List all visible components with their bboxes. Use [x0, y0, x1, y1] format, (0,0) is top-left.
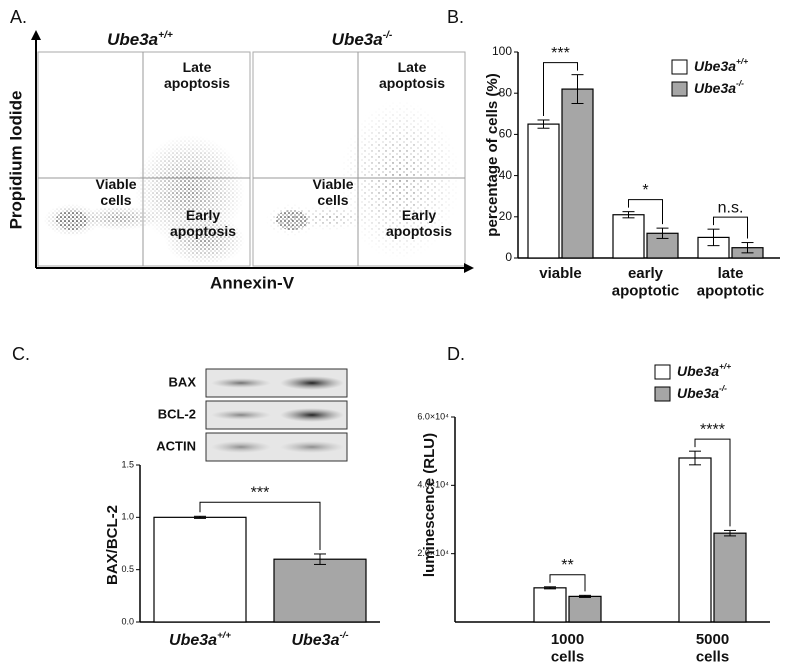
y-axis-label: BAX/BCL-2 — [104, 505, 121, 585]
x-axis-label: Annexin-V — [210, 273, 295, 292]
blot-label: BCL-2 — [158, 406, 196, 421]
blot-band — [211, 410, 271, 420]
bar — [533, 587, 567, 623]
plot-title: Ube3a+/+ — [107, 30, 173, 49]
x-tick-label: Ube3a+/+ — [169, 630, 231, 649]
blot-band — [211, 378, 271, 388]
legend-swatch — [671, 81, 688, 97]
blot: BAX BCL-2 ACTIN — [156, 368, 348, 462]
significance-bracket — [199, 501, 321, 550]
y-tick-label: 40 — [499, 168, 513, 182]
quadrant-label: Early apoptosis — [170, 207, 236, 239]
x-tick-label: early apoptotic — [612, 265, 680, 299]
bar — [561, 88, 594, 259]
y-tick-label: 1.0 — [121, 512, 134, 522]
y-axis-label: luminescence (RLU) — [421, 433, 438, 577]
y-tick-label: 0 — [505, 250, 512, 264]
legend-swatch — [654, 364, 671, 380]
blot-band — [280, 408, 344, 422]
quadrant-label: Early apoptosis — [386, 207, 452, 239]
blot-label: BAX — [169, 374, 197, 389]
x-tick-label: 1000 cells — [551, 631, 584, 662]
y-tick-label: 2.0×10⁴ — [417, 548, 449, 558]
y-axis-label: Propidium Iodide — [6, 91, 25, 230]
quadrant-label: Late apoptosis — [379, 59, 445, 91]
event-density — [253, 52, 465, 266]
error-bar — [579, 594, 591, 598]
blot-band — [211, 441, 271, 453]
y-axis-label: percentage of cells (%) — [484, 73, 501, 236]
error-bar — [622, 211, 635, 219]
blot-label: ACTIN — [156, 438, 196, 453]
panel-label: D. — [447, 344, 465, 364]
significance-label: **** — [700, 421, 725, 438]
y-tick-label: 0.5 — [121, 564, 134, 574]
bar — [273, 558, 367, 623]
legend-label: Ube3a-/- — [677, 383, 727, 400]
significance-bracket — [713, 216, 748, 239]
significance-label: *** — [551, 45, 570, 62]
significance-bracket — [543, 62, 578, 116]
panel-label: B. — [447, 7, 464, 27]
significance-bracket — [694, 438, 731, 527]
blot-band — [280, 376, 344, 390]
legend-label: Ube3a+/+ — [677, 361, 731, 378]
y-tick-label: 100 — [492, 44, 512, 58]
quadrant-label: Viable cells — [313, 176, 354, 208]
significance-bracket — [628, 199, 663, 225]
bar — [568, 595, 602, 623]
y-tick-label: 0.0 — [121, 616, 134, 626]
error-bar — [571, 74, 584, 104]
error-bar — [194, 515, 206, 519]
y-tick-label: 80 — [499, 85, 513, 99]
error-bar — [314, 553, 326, 565]
legend-swatch — [654, 386, 671, 402]
y-tick-label: 4.0×10⁴ — [417, 480, 449, 490]
y-tick-label: 60 — [499, 127, 513, 141]
x-tick-label: late apoptotic — [697, 265, 765, 299]
bar — [612, 214, 645, 259]
error-bar — [544, 586, 556, 590]
error-bar — [707, 228, 720, 247]
event-density — [56, 210, 88, 230]
bar — [153, 516, 247, 623]
x-tick-label: 5000 cells — [696, 631, 729, 662]
significance-label: n.s. — [718, 199, 744, 216]
x-tick-label: viable — [539, 265, 582, 282]
error-bar — [689, 450, 701, 466]
blot-band — [280, 441, 344, 453]
bar-chart: B. percentage of cells (%) 0 20 40 60 80 100 via… — [447, 7, 780, 299]
bar-chart: C. BAX/BCL-2 0.0 0.5 1.0 1.5 Ube3a+/+ Ube3a-/- *… — [12, 344, 380, 649]
panel-label: C. — [12, 344, 30, 364]
bar-chart: D. luminescence (RLU)2.0×10⁴ 4.0×10⁴ 6.0×10… — [417, 344, 770, 662]
significance-bracket — [549, 574, 586, 592]
bar — [713, 532, 747, 623]
quadrant-label: Viable cells — [96, 176, 137, 208]
legend-swatch — [671, 59, 688, 75]
x-tick-label: Ube3a-/- — [291, 630, 348, 649]
event-density — [276, 210, 308, 230]
arrow-head — [31, 30, 41, 40]
bar — [527, 123, 560, 259]
error-bar — [537, 119, 550, 129]
legend-label: Ube3a-/- — [694, 78, 744, 95]
event-density — [38, 52, 250, 266]
y-tick-label: 20 — [499, 209, 513, 223]
error-bar — [724, 529, 736, 537]
panel-a: A. Ube3a+/+ Ube3a-/- Propidium Iodide An… — [6, 7, 474, 292]
y-tick-label: 6.0×10⁴ — [417, 411, 449, 421]
significance-label: * — [642, 182, 648, 199]
y-tick-label: 1.5 — [121, 459, 134, 469]
quadrant-label: Late apoptosis — [164, 59, 230, 91]
panel-label: A. — [10, 7, 27, 27]
significance-label: ** — [561, 557, 573, 574]
significance-label: *** — [251, 485, 270, 502]
plot-title: Ube3a-/- — [332, 30, 393, 49]
arrow-head — [464, 263, 474, 273]
legend-label: Ube3a+/+ — [694, 56, 748, 73]
error-bar — [656, 227, 669, 239]
error-bar — [741, 242, 754, 254]
bar — [678, 457, 712, 623]
